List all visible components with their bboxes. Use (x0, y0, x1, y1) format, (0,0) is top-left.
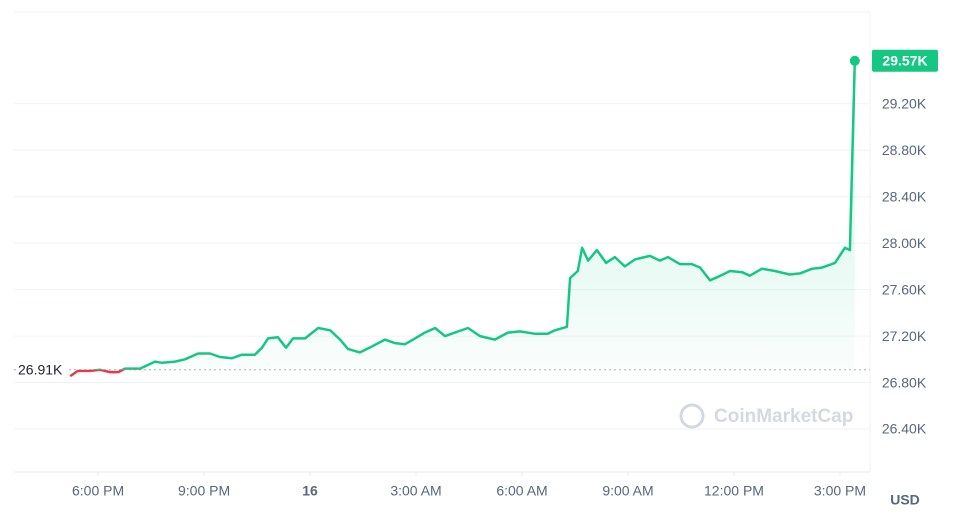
currency-label: USD (890, 492, 920, 508)
watermark: CoinMarketCap (679, 403, 853, 429)
x-tick-label: 9:00 AM (602, 483, 653, 499)
plot: 26.91K (14, 55, 870, 379)
x-tick-label: 6:00 AM (496, 483, 547, 499)
y-tick-label: 27.20K (882, 328, 927, 344)
y-tick-label: 28.80K (882, 142, 927, 158)
area (122, 60, 855, 370)
price-line (77, 60, 857, 370)
y-tick-label: 26.80K (882, 374, 927, 390)
price-badge-label: 29.57K (882, 52, 927, 68)
x-tick-label: 9:00 PM (178, 483, 230, 499)
x-tick-label: 6:00 PM (72, 483, 124, 499)
y-tick-label: 28.00K (882, 235, 927, 251)
x-tick-label: 3:00 PM (814, 483, 866, 499)
y-tick-label: 29.20K (882, 95, 927, 111)
y-tick-label: 26.40K (882, 421, 927, 437)
x-tick-label: 16 (302, 483, 318, 499)
watermark-text: CoinMarketCap (714, 406, 853, 427)
y-tick-label: 28.40K (882, 188, 927, 204)
reference-label-bg (16, 360, 66, 379)
last-point (849, 55, 860, 66)
reference-label: 26.91K (18, 361, 63, 377)
x-tick-label: 3:00 AM (390, 483, 441, 499)
y-tick-label: 27.60K (882, 281, 927, 297)
price-badge (872, 49, 938, 72)
x-tick-label: 12:00 PM (704, 483, 764, 499)
watermark-logo (679, 403, 705, 429)
